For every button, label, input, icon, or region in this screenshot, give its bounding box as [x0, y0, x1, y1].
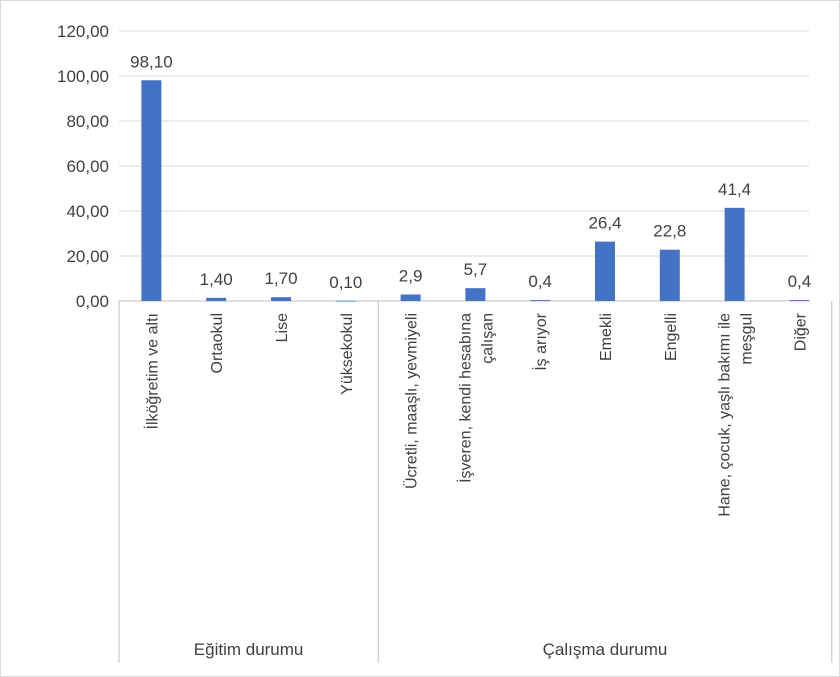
y-tick-label: 80,00: [66, 112, 109, 131]
data-label: 1,40: [200, 270, 233, 289]
category-label-line: İşveren, kendi hesabına: [455, 313, 474, 483]
group-label: Çalışma durumu: [543, 640, 668, 659]
y-tick-label: 120,00: [57, 22, 109, 41]
bar: [206, 297, 227, 301]
bar: [530, 300, 551, 301]
category-label: Ücretli, maaşlı, yevmiyeli: [403, 313, 421, 489]
data-label: 1,70: [264, 269, 297, 288]
category-label: Hane, çocuk, yaşlı bakımı ile meşgul: [717, 313, 756, 517]
data-label: 41,4: [718, 180, 751, 199]
bar: [465, 288, 486, 301]
data-label: 98,10: [130, 52, 173, 71]
bar: [789, 300, 810, 301]
category-label-line: İlköğretim ve altı: [142, 313, 161, 429]
category-label: İlköğretim ve altı: [142, 313, 161, 429]
category-label: Yüksekokul: [339, 313, 356, 395]
category-label: Diğer: [792, 312, 809, 351]
data-label: 0,4: [528, 272, 552, 291]
category-label: İşveren, kendi hesabına çalışan: [455, 313, 496, 483]
bar: [400, 294, 421, 301]
category-label: Lise: [274, 313, 291, 342]
category-label-line: çalışan: [479, 313, 496, 364]
category-label-line: Hane, çocuk, yaşlı bakımı ile: [717, 313, 734, 517]
y-tick-label: 100,00: [57, 67, 109, 86]
y-tick-label: 0,00: [76, 292, 109, 311]
bar: [335, 300, 356, 302]
data-label: 5,7: [464, 260, 488, 279]
y-tick-label: 20,00: [66, 247, 109, 266]
bar: [724, 207, 745, 301]
bar: [659, 249, 680, 301]
category-label-line: Ortaokul: [209, 313, 226, 373]
data-label: 22,8: [653, 222, 686, 241]
category-label-line: Emekli: [598, 313, 615, 361]
category-label: Ortaokul: [209, 313, 226, 373]
category-label-line: Lise: [274, 313, 291, 342]
data-label: 26,4: [588, 214, 621, 233]
category-label: Engelli: [663, 313, 680, 361]
category-label-line: meşgul: [739, 313, 756, 365]
category-label-line: Ücretli, maaşlı, yevmiyeli: [403, 313, 421, 489]
data-label: 2,9: [399, 266, 423, 285]
category-label: Emekli: [598, 313, 615, 361]
group-label: Eğitim durumu: [194, 640, 304, 659]
bar: [595, 241, 615, 301]
y-tick-label: 40,00: [66, 202, 109, 221]
bar: [271, 297, 291, 301]
data-label: 0,4: [788, 272, 812, 291]
bar: [141, 80, 162, 302]
category-label-line: Diğer: [792, 312, 809, 351]
y-tick-label: 60,00: [66, 157, 109, 176]
category-label-line: İş arıyor: [531, 312, 550, 370]
category-label: İş arıyor: [531, 312, 550, 370]
data-label: 0,10: [329, 273, 362, 292]
category-label-line: Yüksekokul: [339, 313, 356, 395]
category-label-line: Engelli: [663, 313, 680, 361]
